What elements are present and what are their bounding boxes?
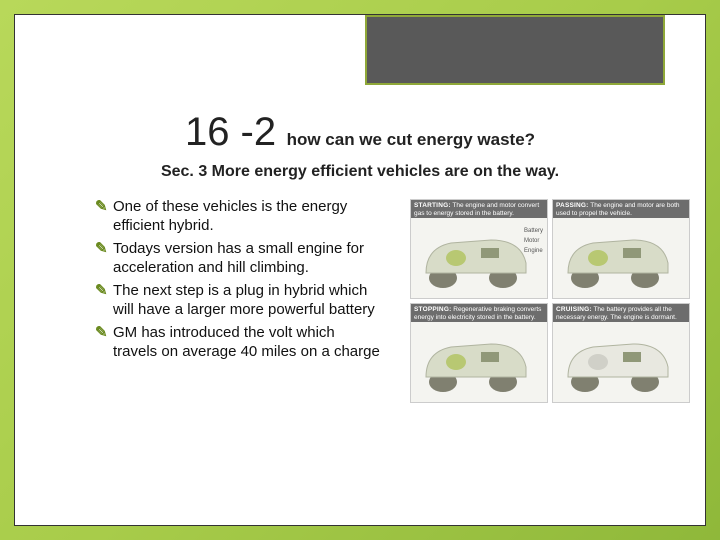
- panel-label: STARTING:: [414, 202, 451, 209]
- title-question: how can we cut energy waste?: [287, 130, 535, 149]
- panel-header: STOPPING: Regenerative braking converts …: [411, 304, 547, 322]
- bullet-text: One of these vehicles is the energy effi…: [113, 197, 380, 235]
- chapter-number: 16 -2: [185, 110, 276, 154]
- panel-header: PASSING: The engine and motor are both u…: [553, 200, 689, 218]
- car-diagram-icon: [553, 218, 689, 298]
- list-item: ✎ Todays version has a small engine for …: [95, 239, 380, 277]
- list-item: ✎ The next step is a plug in hybrid whic…: [95, 281, 380, 319]
- panel-body: [411, 322, 547, 402]
- hybrid-car-infographic: STARTING: The engine and motor convert g…: [410, 199, 690, 403]
- title-decor-box: [365, 15, 665, 85]
- side-label: Motor: [524, 236, 543, 246]
- panel-side-labels: Battery Motor Engine: [524, 226, 543, 256]
- panel-cruising: CRUISING: The battery provides all the n…: [552, 303, 690, 403]
- bullet-list: ✎ One of these vehicles is the energy ef…: [95, 197, 380, 365]
- panel-label: STOPPING:: [414, 306, 451, 313]
- car-diagram-icon: [553, 322, 689, 402]
- panel-body: Battery Motor Engine: [411, 218, 547, 298]
- slide-inner: 16 -2 how can we cut energy waste? Sec. …: [14, 14, 706, 526]
- side-label: Engine: [524, 246, 543, 256]
- panel-starting: STARTING: The engine and motor convert g…: [410, 199, 548, 299]
- panel-body: [553, 322, 689, 402]
- slide: 16 -2 how can we cut energy waste? Sec. …: [0, 0, 720, 540]
- title-row: 16 -2 how can we cut energy waste?: [15, 110, 705, 155]
- panel-header: STARTING: The engine and motor convert g…: [411, 200, 547, 218]
- panel-body: [553, 218, 689, 298]
- panel-header: CRUISING: The battery provides all the n…: [553, 304, 689, 322]
- list-item: ✎ One of these vehicles is the energy ef…: [95, 197, 380, 235]
- panel-label: PASSING:: [556, 202, 589, 209]
- list-item: ✎ GM has introduced the volt which trave…: [95, 323, 380, 361]
- subtitle: Sec. 3 More energy efficient vehicles ar…: [15, 163, 705, 181]
- bullet-icon: ✎: [95, 197, 113, 216]
- bullet-text: Todays version has a small engine for ac…: [113, 239, 380, 277]
- panel-stopping: STOPPING: Regenerative braking converts …: [410, 303, 548, 403]
- bullet-icon: ✎: [95, 239, 113, 258]
- bullet-text: GM has introduced the volt which travels…: [113, 323, 380, 361]
- panel-passing: PASSING: The engine and motor are both u…: [552, 199, 690, 299]
- bullet-text: The next step is a plug in hybrid which …: [113, 281, 380, 319]
- bullet-icon: ✎: [95, 281, 113, 300]
- panel-label: CRUISING:: [556, 306, 592, 313]
- bullet-icon: ✎: [95, 323, 113, 342]
- side-label: Battery: [524, 226, 543, 236]
- car-diagram-icon: [411, 322, 547, 402]
